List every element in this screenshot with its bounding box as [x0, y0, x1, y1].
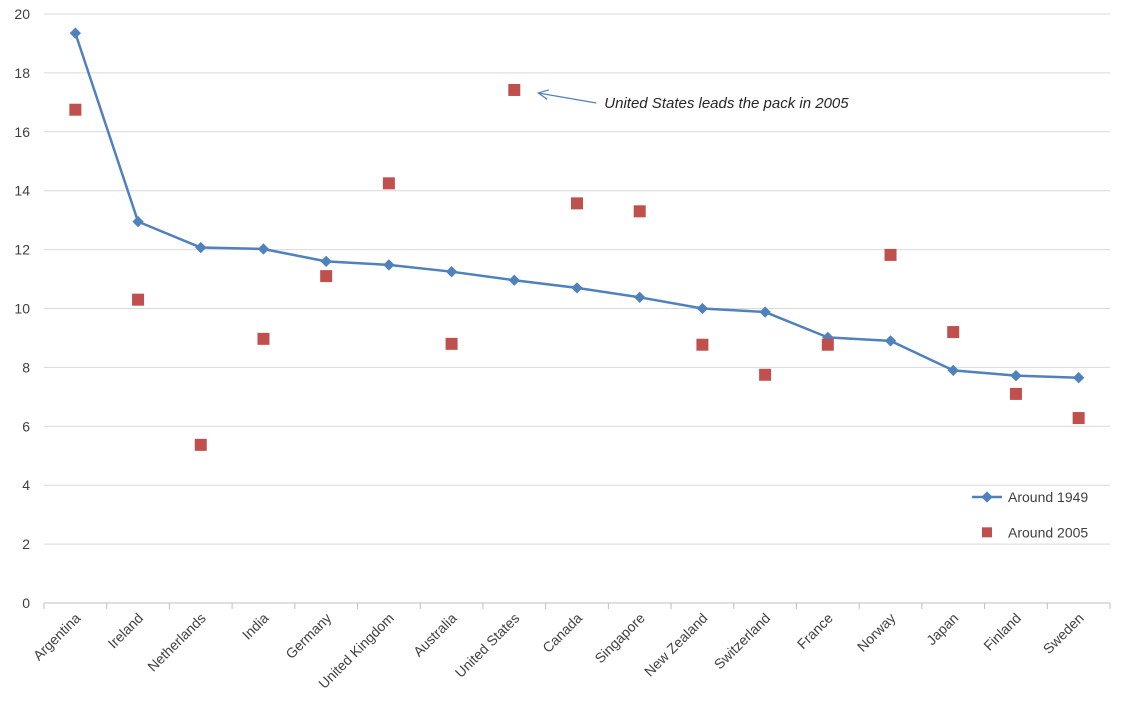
gridlines — [44, 13, 1110, 545]
point-1949-new-zealand — [696, 302, 709, 315]
x-label-finland: Finland — [980, 610, 1024, 654]
point-1949-finland — [1010, 369, 1022, 382]
x-label-argentina: Argentina — [30, 610, 84, 664]
point-1949-argentina — [69, 27, 82, 39]
point-2005-norway — [884, 248, 897, 261]
y-tick-label-18: 18 — [14, 65, 30, 81]
y-tick-label-2: 2 — [22, 536, 30, 552]
point-1949-norway — [884, 335, 897, 347]
point-1949-united-kingdom — [383, 259, 395, 271]
x-label-new-zealand: New Zealand — [641, 610, 711, 680]
point-1949-ireland — [132, 215, 144, 228]
x-label-india: India — [239, 610, 272, 643]
annotation-arrow-head — [536, 89, 550, 100]
point-2005-france — [821, 338, 834, 351]
point-2005-sweden — [1072, 412, 1085, 425]
x-label-netherlands: Netherlands — [144, 610, 209, 675]
point-2005-finland — [1009, 387, 1022, 400]
x-label-japan: Japan — [923, 610, 961, 648]
point-1949-netherlands — [195, 241, 207, 254]
y-tick-label-4: 4 — [22, 477, 30, 493]
point-1949-switzerland — [759, 306, 771, 318]
point-1949-germany — [320, 255, 332, 268]
x-label-canada: Canada — [539, 610, 585, 656]
x-label-norway: Norway — [854, 610, 899, 655]
point-2005-australia — [445, 337, 458, 350]
y-tick-label-6: 6 — [22, 418, 30, 434]
point-2005-ireland — [132, 293, 145, 306]
legend-diamond-icon — [981, 491, 993, 503]
y-tick-label-14: 14 — [14, 183, 30, 199]
x-label-singapore: Singapore — [591, 610, 648, 667]
point-2005-netherlands — [194, 438, 207, 451]
x-label-australia: Australia — [410, 610, 460, 660]
x-axis-tick-marks — [43, 603, 1111, 609]
point-2005-united-kingdom — [382, 177, 395, 190]
point-1949-india — [257, 243, 270, 255]
point-2005-argentina — [69, 103, 82, 116]
x-label-sweden: Sweden — [1040, 610, 1087, 657]
point-2005-united-states — [508, 83, 521, 96]
point-2005-japan — [947, 326, 960, 339]
x-label-united-states: United States — [452, 610, 523, 681]
x-label-france: France — [794, 610, 836, 652]
annotation: United States leads the pack in 2005 — [536, 89, 849, 112]
x-label-germany: Germany — [282, 610, 334, 662]
point-2005-switzerland — [759, 368, 772, 381]
legend-item-around-1949: Around 1949 — [972, 489, 1088, 505]
point-2005-india — [257, 332, 270, 345]
legend-label-around-2005: Around 2005 — [1008, 524, 1088, 540]
point-1949-australia — [445, 266, 458, 278]
legend-item-around-2005: Around 2005 — [982, 524, 1088, 540]
y-tick-label-10: 10 — [14, 301, 30, 317]
x-label-ireland: Ireland — [105, 610, 147, 652]
point-2005-new-zealand — [696, 338, 709, 351]
legend-label-around-1949: Around 1949 — [1008, 489, 1088, 505]
point-2005-germany — [320, 270, 333, 283]
y-tick-label-12: 12 — [14, 242, 30, 258]
point-1949-japan — [947, 364, 959, 377]
point-1949-united-states — [508, 274, 520, 286]
y-tick-label-8: 8 — [22, 359, 30, 375]
annotation-arrow — [538, 92, 597, 104]
point-2005-singapore — [633, 205, 646, 218]
legend-square-icon — [982, 527, 992, 538]
point-2005-canada — [571, 197, 583, 210]
series-around-2005 — [69, 83, 1085, 451]
series-around-1949 — [69, 27, 1085, 384]
y-axis-tick-labels: 0 2 4 6 8 10 12 14 16 18 20 — [14, 6, 30, 611]
legend: Around 1949 Around 2005 — [972, 489, 1088, 540]
annotation-text: United States leads the pack in 2005 — [604, 95, 849, 112]
x-label-switzerland: Switzerland — [711, 610, 773, 672]
point-1949-singapore — [634, 291, 646, 303]
y-tick-label-0: 0 — [22, 595, 30, 611]
point-1949-sweden — [1072, 372, 1085, 384]
y-tick-label-20: 20 — [14, 6, 30, 22]
y-tick-label-16: 16 — [14, 124, 30, 140]
point-1949-canada — [571, 282, 583, 294]
